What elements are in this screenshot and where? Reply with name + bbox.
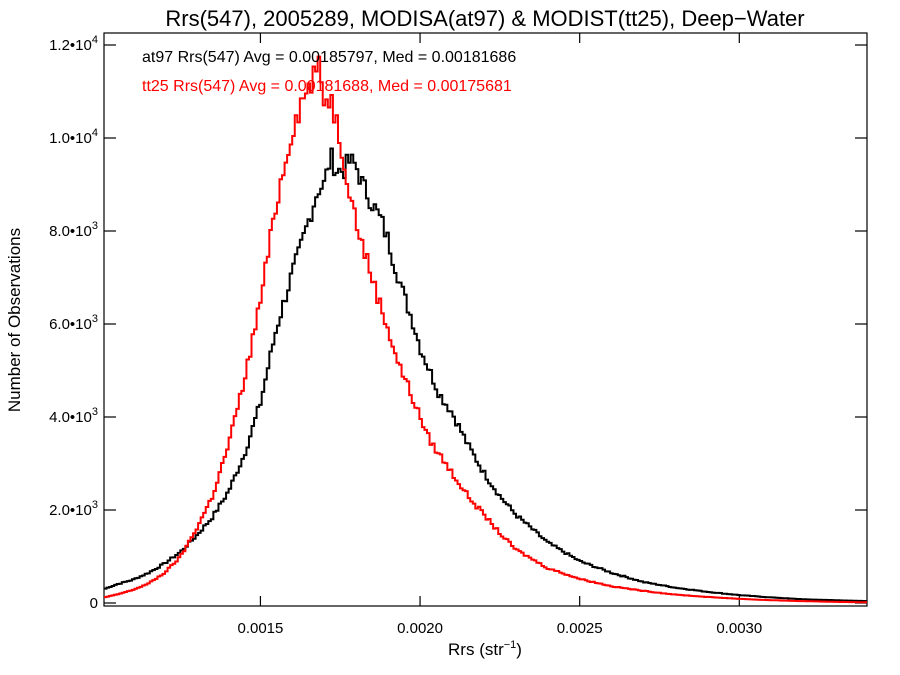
legend-entry-tt25: tt25 Rrs(547) Avg = 0.00181688, Med = 0.… bbox=[142, 78, 512, 95]
x-tick-label: 0.0030 bbox=[716, 620, 762, 637]
y-tick-exponent: 3 bbox=[92, 313, 98, 325]
y-tick-mantissa: 0 bbox=[90, 595, 98, 612]
y-tick-label: 1.0•104 bbox=[49, 127, 98, 147]
y-tick-exponent: 3 bbox=[92, 499, 98, 511]
y-tick-exponent: 3 bbox=[92, 220, 98, 232]
y-tick-exponent: 4 bbox=[92, 127, 98, 139]
chart-title: Rrs(547), 2005289, MODISA(at97) & MODIST… bbox=[165, 6, 804, 31]
y-tick-exponent: 3 bbox=[92, 406, 98, 418]
y-tick-label: 0 bbox=[90, 595, 98, 612]
x-axis-label-superscript: −1 bbox=[504, 639, 517, 651]
y-axis: 02.0•1034.0•1036.0•1038.0•1031.0•1041.2•… bbox=[49, 34, 867, 612]
y-axis-label: Number of Observations bbox=[5, 228, 24, 412]
x-tick-label: 0.0020 bbox=[397, 620, 443, 637]
y-tick-label: 2.0•103 bbox=[49, 499, 98, 519]
x-tick-label: 0.0025 bbox=[557, 620, 603, 637]
x-axis: 0.0015 0.0020 0.0025 0.0030 bbox=[237, 33, 762, 637]
y-tick-label: 4.0•103 bbox=[49, 406, 98, 426]
y-tick-label: 1.2•104 bbox=[49, 34, 98, 54]
plot-frame bbox=[103, 32, 868, 607]
legend-entry-at97: at97 Rrs(547) Avg = 0.00185797, Med = 0.… bbox=[142, 49, 516, 66]
y-tick-label: 6.0•103 bbox=[49, 313, 98, 333]
x-tick-label: 0.0015 bbox=[237, 620, 283, 637]
y-tick-exponent: 4 bbox=[92, 34, 98, 46]
y-tick-mantissa: 2.0•10 bbox=[49, 502, 92, 519]
legend: at97 Rrs(547) Avg = 0.00185797, Med = 0.… bbox=[142, 49, 516, 95]
y-tick-mantissa: 1.2•10 bbox=[49, 37, 92, 54]
series-line-at97 bbox=[104, 147, 867, 603]
y-tick-mantissa: 6.0•10 bbox=[49, 316, 92, 333]
series-layer bbox=[104, 55, 867, 604]
y-tick-mantissa: 1.0•10 bbox=[49, 130, 92, 147]
series-line-tt25 bbox=[104, 55, 867, 604]
y-tick-mantissa: 8.0•10 bbox=[49, 223, 92, 240]
y-tick-mantissa: 4.0•10 bbox=[49, 409, 92, 426]
y-tick-label: 8.0•103 bbox=[49, 220, 98, 240]
x-axis-label: Rrs (str−1) bbox=[448, 639, 522, 659]
